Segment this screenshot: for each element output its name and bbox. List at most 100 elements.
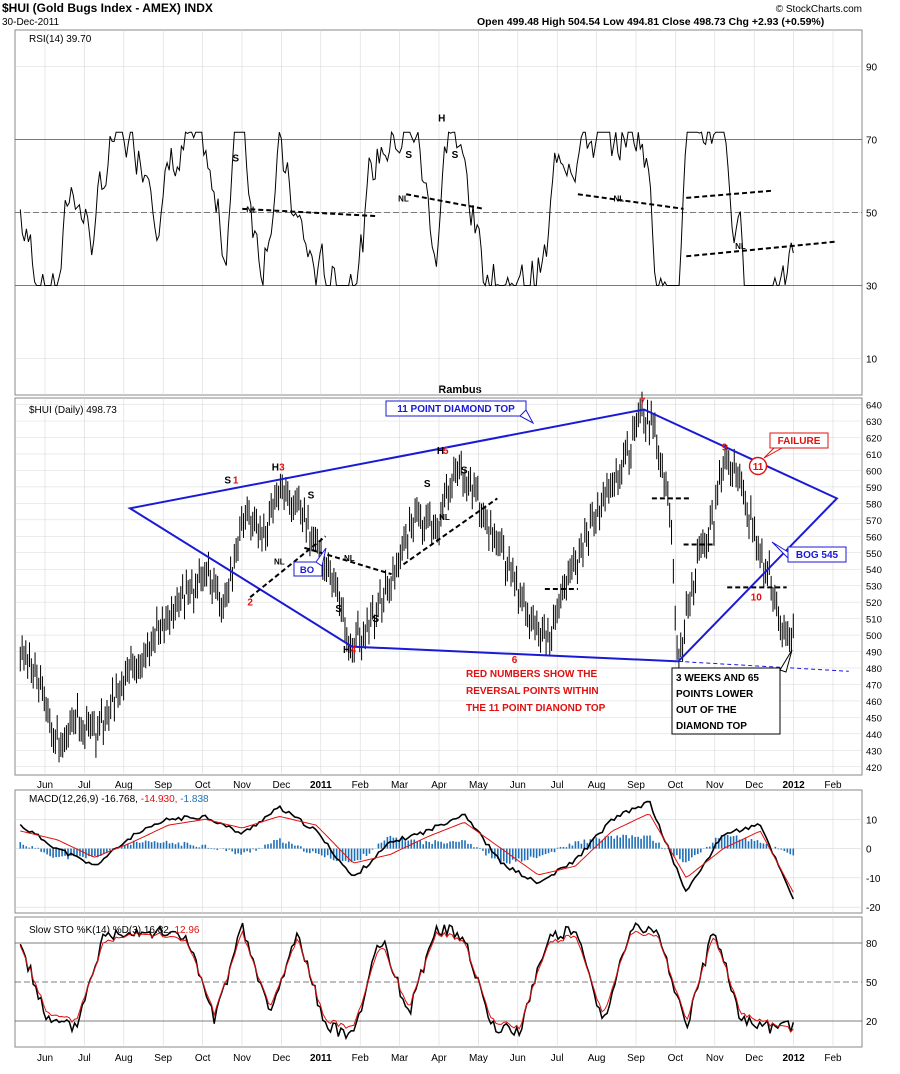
- price-legend: $HUI (Daily) 498.73: [29, 405, 117, 416]
- diamond-top-callout: 11 POINT DIAMOND TOP: [385, 400, 535, 425]
- macd-legend-label: MACD(12,26,9): [29, 794, 101, 805]
- stoch-x-tick-label: Dec: [745, 1053, 763, 1064]
- rsi-legend: RSI(14) 39.70: [29, 34, 92, 45]
- macd-legend-value: -16.768,: [101, 794, 140, 805]
- price-tick-label: 540: [866, 565, 882, 576]
- price-tick-label: 420: [866, 763, 882, 774]
- price-pattern-label: H: [437, 446, 444, 457]
- stoch-x-tick-label: Jun: [37, 1053, 53, 1064]
- reversal-point-label: 1: [233, 476, 239, 487]
- price-pattern-label: S: [224, 476, 231, 487]
- price-x-tick-label: Feb: [824, 780, 842, 791]
- bog-callout: BOG 545: [771, 541, 847, 563]
- chart-date: 30-Dec-2011: [2, 17, 60, 28]
- macd-panel-vgrid: [44, 790, 834, 913]
- price-x-tick-label: Dec: [273, 780, 291, 791]
- price-x-tick-label: May: [469, 780, 488, 791]
- rsi-pattern-label: S: [232, 153, 239, 164]
- brand-credit: © StockCharts.com: [776, 4, 862, 15]
- macd-legend: MACD(12,26,9) -16.768, -14.930, -1.838: [29, 794, 209, 805]
- macd-tick-label: 10: [866, 815, 878, 826]
- price-tick-label: 490: [866, 648, 882, 659]
- price-tick-label: 590: [866, 483, 882, 494]
- price-x-tick-label: Nov: [233, 780, 251, 791]
- reversal-note-line-1: RED NUMBERS SHOW THE: [466, 669, 597, 680]
- price-pattern-label: NL: [439, 513, 450, 522]
- price-tick-label: 500: [866, 631, 882, 642]
- stoch-x-tick-label: Feb: [352, 1053, 370, 1064]
- weeks-lower-line-1: 3 WEEKS AND 65: [676, 673, 759, 684]
- rsi-line: [19, 130, 794, 287]
- price-x-tick-label: Apr: [431, 780, 447, 791]
- macd-tick-label: 0: [866, 845, 872, 856]
- price-panel-frame: [14, 397, 863, 776]
- stoch-x-tick-label: Nov: [233, 1053, 251, 1064]
- failure-label: FAILURE: [778, 436, 821, 447]
- price-pattern-label: S: [461, 466, 468, 477]
- rsi-neckline: [686, 240, 836, 258]
- rsi-pattern-label: NL: [614, 195, 625, 204]
- price-tick-label: 440: [866, 730, 882, 741]
- macd-tick-label: -20: [866, 903, 881, 914]
- price-tick-label: 510: [866, 615, 882, 626]
- author-credit: Rambus: [438, 384, 481, 396]
- price-pattern-label: H: [343, 645, 350, 656]
- price-neckline: [304, 546, 392, 576]
- stoch-x-tick-label: Feb: [824, 1053, 842, 1064]
- price-x-tick-label: Aug: [115, 780, 133, 791]
- price-tick-label: 530: [866, 582, 882, 593]
- stoch-x-tick-label: Nov: [706, 1053, 724, 1064]
- stoch-legend-k: 16.82,: [144, 925, 175, 936]
- price-x-tick-label: Jun: [37, 780, 53, 791]
- reversal-point-label: 2: [247, 597, 253, 608]
- failure-callout: FAILURE: [763, 432, 829, 459]
- price-pattern-label: NL: [344, 554, 355, 563]
- price-tick-label: 480: [866, 664, 882, 675]
- stoch-x-tick-label: May: [469, 1053, 488, 1064]
- reversal-note-line-2: REVERSAL POINTS WITHIN: [466, 686, 599, 697]
- stoch-x-tick-label: Aug: [115, 1053, 133, 1064]
- stoch-x-tick-label: Apr: [431, 1053, 447, 1064]
- stoch-x-tick-label: Oct: [195, 1053, 211, 1064]
- price-tick-label: 470: [866, 680, 882, 691]
- price-tick-label: 430: [866, 746, 882, 757]
- price-x-tick-label: Dec: [745, 780, 763, 791]
- price-x-tick-label: Oct: [668, 780, 684, 791]
- price-tick-label: 620: [866, 434, 882, 445]
- bo-callout: BO: [293, 547, 327, 577]
- reversal-point-label: 10: [751, 592, 763, 603]
- stoch-x-tick-label: 2011: [310, 1053, 332, 1064]
- stoch-x-tick-label: Sep: [627, 1053, 645, 1064]
- point-11-marker: 11: [748, 456, 768, 476]
- price-pattern-label: S: [335, 604, 342, 615]
- price-tick-label: 550: [866, 549, 882, 560]
- stoch-x-tick-label: Aug: [588, 1053, 606, 1064]
- price-pattern-label: S: [308, 490, 315, 501]
- price-x-tick-label: Feb: [352, 780, 370, 791]
- price-x-tick-label: 2012: [782, 780, 805, 791]
- stoch-x-tick-label: Sep: [154, 1053, 172, 1064]
- price-tick-label: 630: [866, 417, 882, 428]
- macd-tick-label: -10: [866, 874, 881, 885]
- reversal-point-label: 5: [443, 446, 449, 457]
- price-tick-label: 560: [866, 532, 882, 543]
- rsi-tick-label: 10: [866, 355, 878, 366]
- price-x-tick-label: Oct: [195, 780, 211, 791]
- stoch-d-line: [19, 929, 794, 1033]
- weeks-lower-line-4: DIAMOND TOP: [676, 721, 747, 732]
- stoch-x-tick-label: Jun: [510, 1053, 526, 1064]
- stoch-x-tick-label: Jul: [551, 1053, 564, 1064]
- rsi-pattern-label: H: [438, 113, 445, 124]
- ticker-title: $HUI (Gold Bugs Index - AMEX) INDX: [2, 1, 213, 15]
- reversal-point-label: 6: [512, 655, 518, 666]
- weeks-lower-callout: 3 WEEKS AND 65 POINTS LOWER OUT OF THE D…: [671, 649, 793, 735]
- price-x-tick-label: Aug: [588, 780, 606, 791]
- diamond-extension-line: [678, 660, 849, 672]
- stoch-x-tick-label: 2012: [782, 1053, 805, 1064]
- rsi-tick-label: 30: [866, 282, 878, 293]
- macd-histogram: [19, 834, 795, 864]
- price-tick-label: 570: [866, 516, 882, 527]
- price-x-tick-label: Sep: [154, 780, 172, 791]
